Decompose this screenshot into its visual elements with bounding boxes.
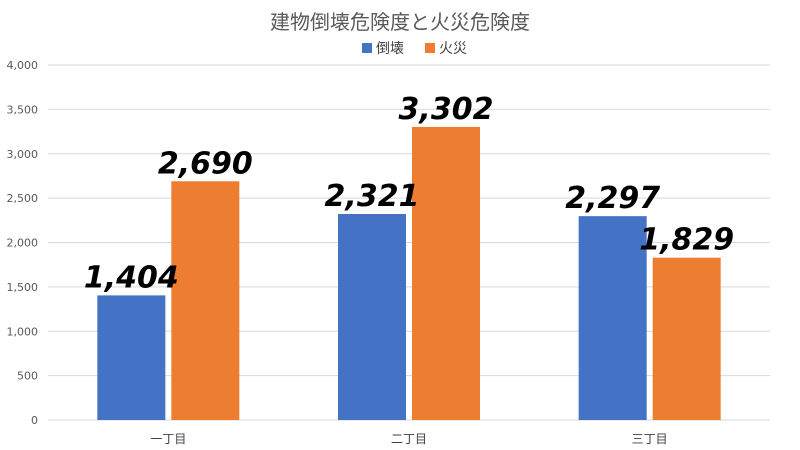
y-tick-label: 0: [31, 414, 38, 427]
data-label: 3,302: [399, 92, 494, 127]
y-tick-label: 1,000: [7, 325, 39, 338]
y-tick-label: 3,500: [7, 103, 39, 116]
legend-label-collapse: 倒壊: [376, 41, 404, 57]
y-axis: 0 500 1,000 1,500 2,000 2,500 3,000 3,500 4,000: [7, 59, 39, 427]
data-label: 2,690: [158, 146, 253, 181]
x-tick-label: 一丁目: [150, 432, 186, 446]
data-label: 2,321: [325, 179, 420, 214]
data-labels: 1,404 2,690 2,321 3,302 2,297 1,829: [84, 92, 734, 295]
y-tick-label: 1,500: [7, 281, 39, 294]
legend-swatch-collapse: [362, 43, 372, 53]
bar-collapse-2: [338, 214, 406, 420]
bar-fire-2: [412, 126, 480, 420]
y-tick-label: 2,000: [7, 237, 39, 250]
chart-title: 建物倒壊危険度と火災危険度: [270, 10, 530, 34]
bar-collapse-3: [578, 216, 647, 420]
data-label: 2,297: [565, 181, 660, 216]
bar-fire-1: [171, 181, 240, 420]
x-tick-label: 二丁目: [391, 432, 427, 446]
data-label: 1,404: [84, 260, 179, 295]
y-tick-label: 3,000: [7, 148, 39, 161]
legend-swatch-fire: [425, 43, 435, 53]
bar-fire-3: [652, 257, 721, 420]
y-tick-label: 4,000: [7, 59, 39, 72]
y-tick-label: 500: [17, 370, 38, 383]
x-tick-label: 三丁目: [632, 432, 668, 446]
x-axis: 一丁目 二丁目 三丁目: [150, 432, 667, 446]
bar-collapse-1: [97, 295, 166, 420]
y-tick-label: 2,500: [7, 192, 39, 205]
legend-label-fire: 火災: [439, 41, 467, 57]
bars: [97, 126, 721, 420]
legend: 倒壊 火災: [362, 41, 467, 57]
data-label: 1,829: [639, 223, 734, 258]
gridlines: [48, 64, 770, 421]
